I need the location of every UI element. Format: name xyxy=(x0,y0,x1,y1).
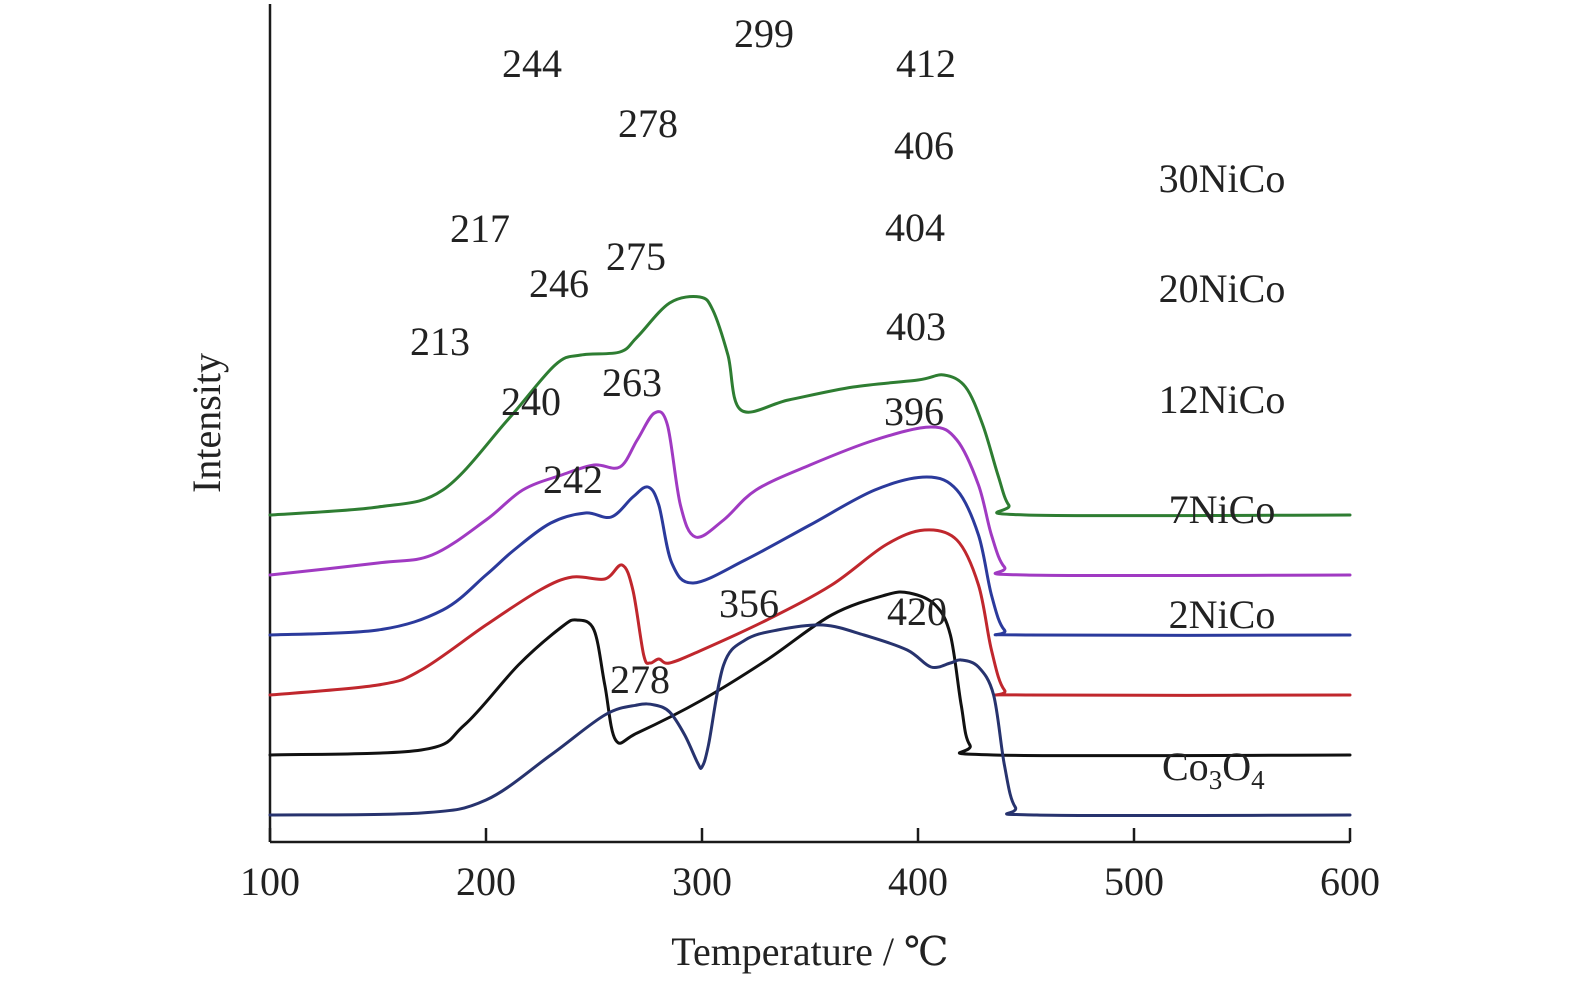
peak-label: 396 xyxy=(884,389,944,434)
series-label: 7NiCo xyxy=(1169,487,1276,532)
peak-label: 246 xyxy=(529,261,589,306)
peak-label: 404 xyxy=(885,205,945,250)
peak-label: 240 xyxy=(501,379,561,424)
peak-label: 263 xyxy=(602,360,662,405)
series-curves xyxy=(268,295,1352,818)
series-label: 12NiCo xyxy=(1159,377,1286,422)
y-axis-title: Intensity xyxy=(184,353,229,493)
x-tick-label: 400 xyxy=(888,859,948,904)
peak-label: 275 xyxy=(606,234,666,279)
series-label: 2NiCo xyxy=(1169,592,1276,637)
series-label-co3o4: Co3O4 xyxy=(1162,744,1265,795)
label-part: Co xyxy=(1162,744,1209,789)
peak-label: 242 xyxy=(543,457,603,502)
x-tick-label: 600 xyxy=(1320,859,1380,904)
peak-label: 406 xyxy=(894,123,954,168)
series-label: 30NiCo xyxy=(1159,156,1286,201)
series-line-co3o4 xyxy=(268,623,1352,818)
x-tick-label: 100 xyxy=(240,859,300,904)
series-labels: 30NiCo 20NiCo 12NiCo 7NiCo 2NiCo Co3O4 xyxy=(1159,156,1286,795)
subscript: 3 xyxy=(1209,765,1223,795)
axes xyxy=(268,4,1350,844)
peak-label: 420 xyxy=(887,589,947,634)
peak-labels: 244 299 412 217 278 406 213 246 275 404 240 263 403 3… xyxy=(410,11,956,702)
peak-label: 403 xyxy=(886,304,946,349)
peak-label: 299 xyxy=(734,11,794,56)
series-line-7nico xyxy=(268,528,1352,697)
series-line-12nico xyxy=(268,475,1352,637)
series-line-30nico xyxy=(268,295,1352,518)
peak-label: 213 xyxy=(410,319,470,364)
peak-label: 356 xyxy=(719,581,779,626)
peak-label: 278 xyxy=(610,657,670,702)
peak-label: 217 xyxy=(450,206,510,251)
x-tick-labels: 100 200 300 400 500 600 xyxy=(240,859,1380,904)
series-line-2nico xyxy=(268,590,1352,758)
x-tick-label: 500 xyxy=(1104,859,1164,904)
series-label: 20NiCo xyxy=(1159,266,1286,311)
peak-label: 244 xyxy=(502,41,562,86)
label-part: O xyxy=(1222,744,1251,789)
subscript: 4 xyxy=(1251,765,1265,795)
x-axis-title: Temperature / ℃ xyxy=(671,929,948,974)
peak-label: 278 xyxy=(618,101,678,146)
x-tick-label: 200 xyxy=(456,859,516,904)
series-line-20nico xyxy=(268,410,1352,578)
peak-label: 412 xyxy=(896,41,956,86)
x-ticks xyxy=(268,828,1352,842)
x-tick-label: 300 xyxy=(672,859,732,904)
